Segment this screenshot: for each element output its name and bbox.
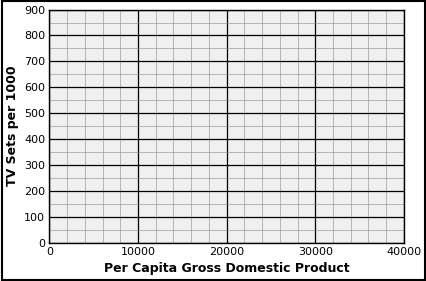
Y-axis label: TV Sets per 1000: TV Sets per 1000 [6,66,18,187]
X-axis label: Per Capita Gross Domestic Product: Per Capita Gross Domestic Product [104,262,348,275]
